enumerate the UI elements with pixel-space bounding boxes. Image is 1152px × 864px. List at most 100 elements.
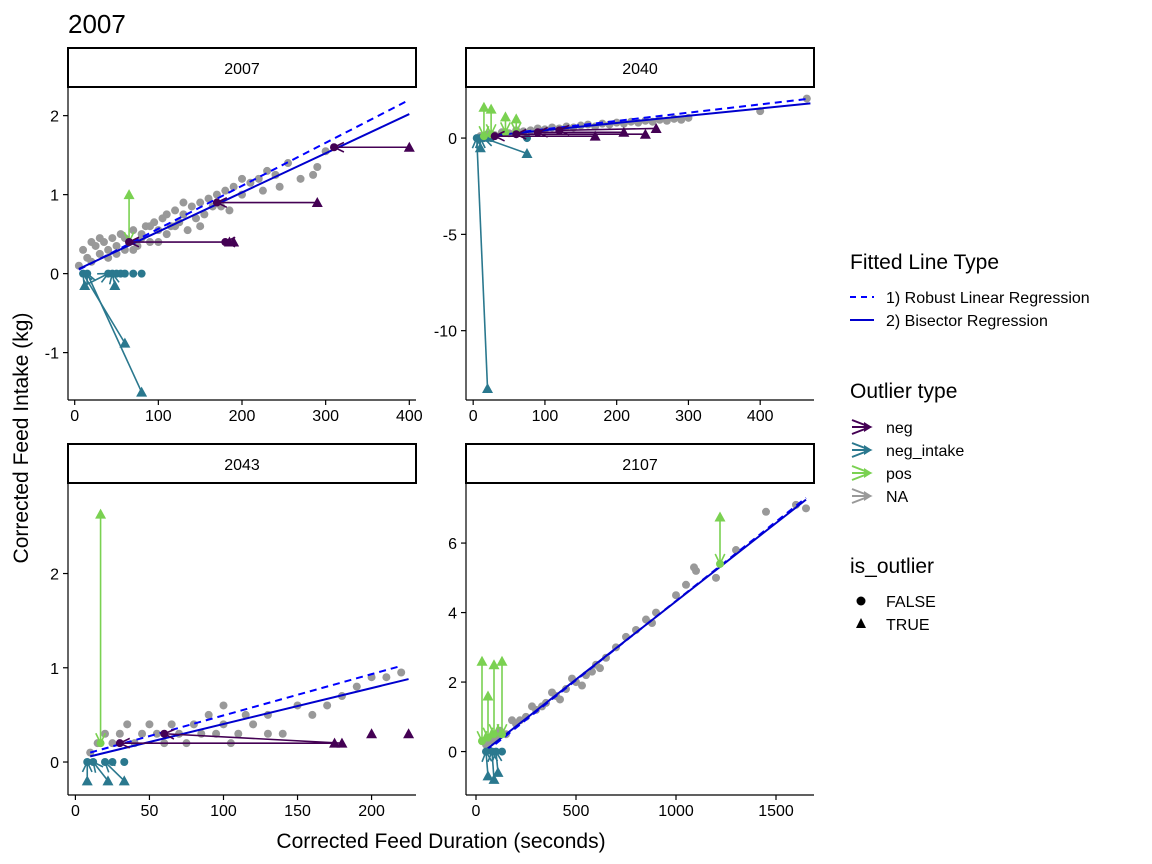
neg-intake-triangle	[521, 147, 533, 158]
x-tick-label: 200	[229, 408, 256, 425]
neg-intake-point	[482, 747, 490, 756]
neg-point	[330, 143, 339, 152]
bisector-regression-line	[78, 113, 410, 270]
x-tick-label: 0	[469, 408, 478, 425]
neg-triangle	[589, 130, 601, 141]
y-tick-label: 2	[50, 567, 59, 584]
na-point	[104, 245, 113, 254]
na-point	[528, 702, 536, 711]
na-point	[179, 210, 188, 219]
legend-robust-label: 1) Robust Linear Regression	[886, 290, 1090, 307]
na-point	[204, 194, 213, 203]
x-tick-label: 100	[210, 803, 237, 820]
na-point	[167, 720, 176, 729]
na-point	[258, 186, 267, 195]
na-point	[225, 206, 234, 215]
pos-point	[498, 730, 506, 739]
neg-point	[490, 132, 499, 141]
y-tick-label: 0	[448, 131, 457, 148]
legend-pos-label: pos	[886, 466, 912, 483]
neg-triangle	[650, 122, 662, 133]
neg-point	[115, 739, 124, 748]
y-tick-label: 2	[448, 675, 457, 692]
x-tick-label: 200	[358, 803, 385, 820]
na-point	[241, 710, 250, 719]
x-tick-label: 1500	[758, 803, 794, 820]
legend-true-swatch	[856, 618, 866, 628]
legend-na-swatch	[851, 488, 873, 504]
na-point	[187, 202, 196, 211]
neg-intake-point	[101, 758, 110, 767]
neg-arrow-line	[164, 732, 342, 744]
pos-triangle	[488, 659, 500, 670]
neg-point	[533, 128, 542, 137]
neg-intake-triangle	[81, 775, 93, 786]
pos-triangle	[714, 511, 726, 522]
x-tick-label: 300	[312, 408, 339, 425]
bisector-regression-line	[485, 498, 807, 751]
x-tick-label: 0	[70, 408, 79, 425]
na-point	[129, 226, 138, 235]
neg-intake-triangle	[488, 773, 500, 784]
na-point	[200, 210, 209, 219]
neg-triangle	[366, 728, 378, 739]
neg-triangle	[403, 141, 415, 152]
na-point	[712, 573, 720, 582]
panel-2007: 2007 0 100 200 300 400 -1 0 1 2	[45, 47, 423, 425]
neg-intake-triangle	[492, 766, 504, 777]
pos-point	[478, 737, 486, 746]
neg-intake-arrow-line	[84, 272, 109, 287]
na-point	[275, 182, 284, 191]
x-tick-label: 100	[532, 408, 559, 425]
x-tick-label: 0	[472, 803, 481, 820]
na-point	[229, 182, 238, 191]
na-point	[145, 720, 154, 729]
panel-strip	[67, 47, 417, 88]
pos-point	[501, 128, 510, 137]
neg-intake-point	[498, 747, 506, 756]
x-tick-label: 400	[747, 408, 774, 425]
pos-triangle	[123, 189, 135, 200]
legend-pos-swatch	[851, 465, 873, 481]
x-tick-label: 50	[141, 803, 159, 820]
na-point	[238, 174, 246, 183]
y-tick-label: -10	[434, 324, 457, 341]
pos-point	[479, 132, 488, 141]
bisector-regression-line	[476, 102, 811, 139]
y-tick-label: 1	[50, 188, 59, 205]
y-axis-label: Corrected Feed Intake (kg)	[10, 313, 33, 564]
panel-2040: 2040 0 100 200 300 400 -10 -5 0	[434, 47, 815, 425]
legend-neg-swatch	[851, 419, 873, 435]
pos-point	[96, 739, 105, 748]
na-point	[221, 186, 230, 195]
neg-intake-point	[137, 269, 146, 278]
x-tick-label: 100	[145, 408, 172, 425]
neg-intake-point	[83, 758, 92, 767]
neg-intake-triangle	[119, 337, 131, 348]
neg-intake-triangle	[118, 775, 130, 786]
pos-triangle	[499, 111, 511, 122]
na-point	[690, 563, 698, 572]
y-tick-label: 4	[448, 606, 457, 623]
legend-false-swatch	[856, 596, 866, 606]
na-point	[95, 249, 104, 258]
neg-intake-triangle	[474, 142, 486, 153]
y-tick-label: 0	[448, 745, 457, 762]
pos-point	[716, 559, 724, 568]
panel-strip-label: 2107	[622, 457, 658, 474]
na-point	[802, 504, 810, 513]
legend-is-outlier-title: is_outlier	[850, 555, 934, 578]
neg-intake-point	[83, 269, 92, 278]
na-point	[642, 615, 650, 624]
na-point	[87, 238, 96, 247]
panel-strip-label: 2043	[224, 457, 260, 474]
panel-2107: 2107 0 500 1000 1500 0 2 4 6	[448, 443, 815, 820]
neg-intake-point	[120, 269, 129, 278]
na-point	[162, 210, 171, 219]
na-point	[802, 94, 811, 103]
neg-triangle	[228, 236, 240, 247]
neg-intake-point	[492, 747, 500, 756]
na-point	[352, 682, 361, 691]
y-tick-label: -5	[443, 227, 457, 244]
